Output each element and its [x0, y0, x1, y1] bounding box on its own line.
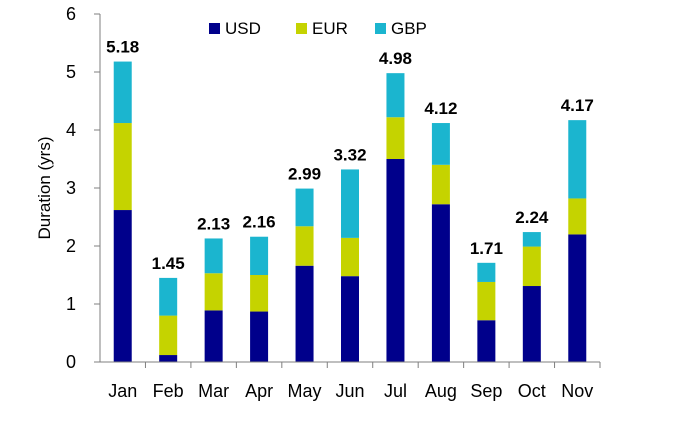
total-label-aug: 4.12 [424, 99, 457, 118]
bar-eur-nov [568, 198, 587, 235]
total-label-sep: 1.71 [470, 239, 503, 258]
x-tick-label-sep: Sep [470, 381, 502, 401]
y-tick-label: 5 [66, 62, 76, 82]
bar-eur-apr [250, 275, 269, 312]
legend-swatch-eur [296, 23, 307, 34]
y-tick-label: 2 [66, 236, 76, 256]
legend-label-gbp: GBP [391, 19, 427, 38]
x-tick-label-feb: Feb [153, 381, 184, 401]
bar-gbp-nov [568, 120, 587, 199]
bar-usd-aug [431, 204, 450, 362]
bar-gbp-oct [522, 232, 541, 247]
bar-usd-may [295, 265, 314, 362]
bar-usd-mar [204, 310, 223, 362]
bar-eur-may [295, 226, 314, 266]
x-tick-label-oct: Oct [518, 381, 546, 401]
total-label-apr: 2.16 [243, 213, 276, 232]
legend-label-eur: EUR [312, 19, 348, 38]
x-tick-label-jun: Jun [335, 381, 364, 401]
bar-usd-apr [250, 311, 269, 362]
bar-gbp-feb [159, 277, 178, 316]
bar-usd-feb [159, 355, 178, 362]
total-labels: 5.18 1.45 2.13 2.16 2.99 3.32 4.98 4.12 1.71 2.24… [106, 38, 594, 273]
total-label-mar: 2.13 [197, 214, 230, 233]
legend-label-usd: USD [225, 19, 261, 38]
y-axis: 0 1 2 3 4 5 6 [66, 4, 101, 372]
bar-usd-nov [568, 234, 587, 362]
legend-swatch-gbp [375, 23, 386, 34]
legend-swatch-usd [209, 23, 220, 34]
x-tick-label-apr: Apr [245, 381, 273, 401]
total-label-may: 2.99 [288, 165, 321, 184]
bar-eur-feb [159, 315, 178, 356]
y-tick-label: 4 [66, 120, 76, 140]
x-tick-label-mar: Mar [198, 381, 229, 401]
bar-gbp-may [295, 188, 314, 227]
bar-gbp-mar [204, 238, 223, 274]
bar-eur-jun [341, 237, 359, 277]
y-tick-label: 1 [66, 294, 76, 314]
bar-gbp-jan [113, 61, 132, 124]
bar-eur-sep [477, 281, 496, 321]
bar-usd-jul [386, 159, 405, 362]
y-tick-label: 0 [66, 352, 76, 372]
total-label-nov: 4.17 [561, 96, 594, 115]
bar-usd-oct [522, 286, 541, 362]
total-label-jan: 5.18 [106, 38, 139, 57]
bar-eur-jan [113, 123, 132, 211]
x-tick-label-nov: Nov [561, 381, 593, 401]
legend: USD EUR GBP [209, 19, 427, 38]
bar-eur-oct [522, 246, 541, 287]
bar-gbp-sep [477, 262, 496, 282]
x-tick-label-jul: Jul [384, 381, 407, 401]
x-axis: Jan Feb Mar Apr May Jun Jul Aug Sep Oct Nov [100, 361, 601, 401]
bar-gbp-jun [341, 169, 359, 238]
total-label-jul: 4.98 [379, 49, 412, 68]
bar-gbp-jul [386, 73, 405, 118]
x-tick-label-jan: Jan [108, 381, 137, 401]
bar-gbp-aug [431, 123, 450, 165]
y-tick-label: 3 [66, 178, 76, 198]
x-tick-label-aug: Aug [425, 381, 457, 401]
bars [113, 61, 587, 362]
bar-usd-jun [341, 276, 359, 362]
y-axis-label: Duration (yrs) [35, 137, 54, 240]
total-label-feb: 1.45 [152, 254, 185, 273]
bar-eur-mar [204, 273, 223, 311]
bar-eur-jul [386, 117, 405, 159]
bar-usd-jan [113, 210, 132, 362]
total-label-jun: 3.32 [333, 145, 366, 164]
bar-gbp-apr [250, 236, 269, 275]
x-tick-label-may: May [288, 381, 322, 401]
bar-usd-sep [477, 320, 496, 362]
bar-eur-aug [431, 164, 450, 205]
y-tick-label: 6 [66, 4, 76, 24]
total-label-oct: 2.24 [515, 208, 549, 227]
